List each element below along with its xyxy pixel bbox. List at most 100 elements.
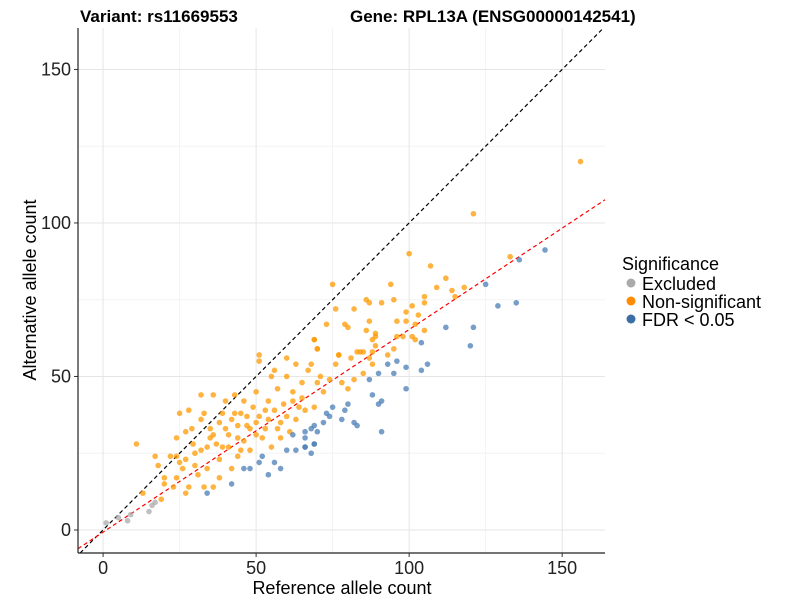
point-non-significant <box>314 346 321 352</box>
point-fdr-0-05 <box>354 422 360 429</box>
point-non-significant <box>406 250 412 257</box>
legend-dot-non-significant <box>626 296 636 306</box>
point-non-significant <box>192 462 198 469</box>
point-non-significant <box>238 447 244 453</box>
point-non-significant <box>198 416 204 423</box>
point-non-significant <box>332 306 339 312</box>
point-non-significant <box>234 453 241 460</box>
point-fdr-0-05 <box>290 431 296 438</box>
point-non-significant <box>412 336 419 343</box>
regression-line <box>77 199 606 550</box>
point-non-significant <box>348 355 354 361</box>
point-fdr-0-05 <box>403 385 409 392</box>
point-non-significant <box>213 441 220 447</box>
point-fdr-0-05 <box>283 447 290 453</box>
point-non-significant <box>140 490 146 496</box>
point-fdr-0-05 <box>302 428 308 435</box>
point-excluded <box>124 517 131 524</box>
x-tick-label: 100 <box>394 558 424 578</box>
point-non-significant <box>290 389 296 395</box>
point-non-significant <box>207 425 214 432</box>
point-non-significant <box>262 407 269 414</box>
point-non-significant <box>234 435 241 441</box>
point-fdr-0-05 <box>293 447 299 453</box>
point-non-significant <box>268 373 275 380</box>
point-non-significant <box>314 379 321 386</box>
legend-title: Significance <box>622 254 719 274</box>
point-fdr-0-05 <box>418 367 425 374</box>
point-non-significant <box>452 293 458 300</box>
point-non-significant <box>182 456 189 463</box>
point-non-significant <box>158 496 165 503</box>
x-tick-label: 0 <box>98 558 108 578</box>
identity-line <box>79 27 604 554</box>
point-non-significant <box>369 336 376 343</box>
point-non-significant <box>409 303 415 309</box>
point-non-significant <box>391 346 397 352</box>
point-non-significant <box>231 410 238 417</box>
point-fdr-0-05 <box>204 490 210 496</box>
point-non-significant <box>259 435 266 441</box>
point-non-significant <box>179 465 186 472</box>
point-non-significant <box>400 333 406 340</box>
point-non-significant <box>170 484 177 490</box>
point-non-significant <box>323 321 330 328</box>
point-non-significant <box>421 299 428 306</box>
legend-dot-excluded <box>626 278 636 288</box>
point-non-significant <box>256 413 262 420</box>
point-fdr-0-05 <box>311 441 318 447</box>
point-non-significant <box>277 435 284 441</box>
point-non-significant <box>204 444 210 450</box>
point-non-significant <box>360 370 367 377</box>
point-non-significant <box>290 398 296 404</box>
point-fdr-0-05 <box>513 299 520 306</box>
point-non-significant <box>201 484 207 490</box>
point-non-significant <box>320 389 327 395</box>
point-non-significant <box>403 318 409 325</box>
point-fdr-0-05 <box>542 247 548 253</box>
point-fdr-0-05 <box>256 459 262 466</box>
point-non-significant <box>329 281 336 288</box>
point-non-significant <box>384 352 391 358</box>
point-non-significant <box>305 367 311 374</box>
point-non-significant <box>231 392 238 398</box>
point-fdr-0-05 <box>443 324 449 331</box>
grid <box>78 28 605 553</box>
point-fdr-0-05 <box>378 428 385 435</box>
point-non-significant <box>185 484 192 490</box>
point-non-significant <box>274 385 281 392</box>
point-non-significant <box>443 275 449 282</box>
point-non-significant <box>182 490 189 496</box>
point-non-significant <box>372 330 379 337</box>
point-non-significant <box>195 471 201 478</box>
y-tick-label: 50 <box>51 366 71 386</box>
point-excluded <box>127 511 134 518</box>
point-non-significant <box>219 444 226 450</box>
point-non-significant <box>225 431 232 438</box>
point-fdr-0-05 <box>302 444 308 450</box>
point-fdr-0-05 <box>495 303 501 309</box>
point-non-significant <box>241 398 247 404</box>
point-non-significant <box>293 416 299 423</box>
point-fdr-0-05 <box>329 404 336 410</box>
point-non-significant <box>421 327 428 334</box>
point-non-significant <box>210 392 217 398</box>
point-excluded <box>146 508 152 515</box>
point-non-significant <box>296 404 302 410</box>
point-fdr-0-05 <box>403 364 409 371</box>
point-non-significant <box>311 336 318 343</box>
point-non-significant <box>293 361 299 367</box>
point-non-significant <box>372 342 379 349</box>
point-non-significant <box>152 453 158 460</box>
point-non-significant <box>228 465 235 472</box>
point-non-significant <box>201 410 207 417</box>
point-non-significant <box>238 410 244 417</box>
point-non-significant <box>274 425 281 432</box>
point-non-significant <box>433 284 440 291</box>
point-non-significant <box>378 299 385 306</box>
point-fdr-0-05 <box>516 256 523 263</box>
point-non-significant <box>198 447 204 453</box>
point-non-significant <box>216 419 223 426</box>
point-non-significant <box>198 392 204 398</box>
